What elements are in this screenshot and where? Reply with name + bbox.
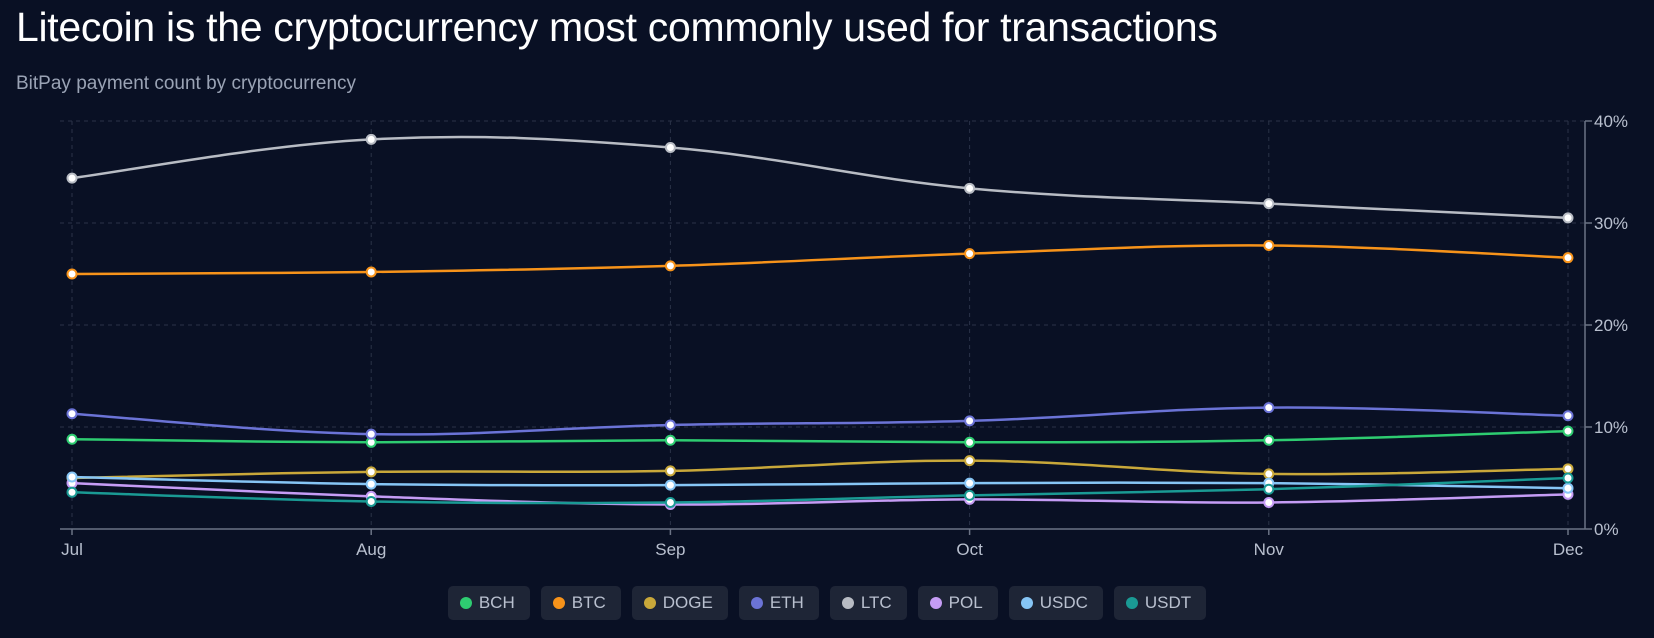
data-point-doge-2 <box>664 465 676 477</box>
data-point-doge-1 <box>365 466 377 478</box>
data-point-doge-3 <box>964 455 976 467</box>
data-point-usdc-2 <box>664 479 676 491</box>
series-line-usdt <box>70 476 1570 505</box>
legend-dot-ltc <box>841 597 854 609</box>
data-point-usdc-3 <box>964 477 976 489</box>
page-subtitle: BitPay payment count by cryptocurrency <box>16 73 357 94</box>
legend-item-pol[interactable]: POL <box>917 586 998 620</box>
legend-item-usdt[interactable]: USDT <box>1113 586 1207 620</box>
data-point-eth-1 <box>365 428 377 440</box>
page-title: Litecoin is the cryptocurrency most comm… <box>16 4 1218 50</box>
y-tick-label-0: 0% <box>1594 520 1619 539</box>
data-point-bch-5 <box>1562 425 1574 437</box>
data-point-eth-2 <box>664 419 676 431</box>
x-tick-label-3: Oct <box>956 540 983 559</box>
series-line-doge <box>70 459 1570 480</box>
x-tick-label-2: Sep <box>655 540 685 559</box>
legend-label-eth: ETH <box>769 593 804 612</box>
y-tick-label-2: 20% <box>1594 316 1628 335</box>
data-point-ltc-5 <box>1562 212 1574 224</box>
legend-label-ltc: LTC <box>860 593 892 612</box>
data-point-eth-3 <box>964 415 976 427</box>
y-tick-label-1: 10% <box>1594 418 1628 437</box>
y-tick-label-4: 40% <box>1594 112 1628 131</box>
series-line-eth <box>70 406 1570 436</box>
data-point-usdc-5 <box>1562 482 1574 494</box>
data-point-bch-3 <box>964 436 976 448</box>
data-point-eth-0 <box>66 408 78 420</box>
legend-dot-bch <box>459 597 472 609</box>
legend-dot-pol <box>929 597 942 609</box>
legend-label-bch: BCH <box>478 593 515 612</box>
legend-label-usdt: USDT <box>1144 593 1192 612</box>
legend-dot-doge <box>643 597 656 609</box>
data-point-bch-4 <box>1263 434 1275 446</box>
line-chart: 0% 10% 20% 30% 40% Jul Aug Sep Oct Nov Dec <box>60 112 1628 559</box>
data-point-usdc-0 <box>66 471 78 483</box>
data-point-usdc-1 <box>365 478 377 490</box>
x-tick-label-0: Jul <box>61 540 83 559</box>
data-point-ltc-4 <box>1263 198 1275 210</box>
series-line-pol <box>70 481 1570 506</box>
series-line-btc <box>70 244 1570 276</box>
data-point-usdt-2 <box>664 496 676 508</box>
data-point-bch-0 <box>66 433 78 445</box>
legend-dot-eth <box>750 597 763 609</box>
x-tick-label-5: Dec <box>1553 540 1584 559</box>
x-tick-label-1: Aug <box>356 540 386 559</box>
data-point-btc-2 <box>664 260 676 272</box>
series-line-ltc <box>70 135 1570 220</box>
legend-dot-usdt <box>1125 597 1138 609</box>
legend-dot-btc <box>552 597 565 609</box>
chart-legend: BCH BTC DOGE ETH LTC POL USDC USDT <box>0 586 1654 620</box>
legend-label-doge: DOGE <box>662 593 713 612</box>
legend-label-btc: BTC <box>571 593 606 612</box>
data-point-bch-2 <box>664 434 676 446</box>
data-point-eth-5 <box>1562 410 1574 422</box>
data-point-pol-4 <box>1263 496 1275 508</box>
data-point-doge-5 <box>1562 463 1574 475</box>
data-point-usdt-5 <box>1562 472 1574 484</box>
legend-item-bch[interactable]: BCH <box>447 586 530 620</box>
legend-label-pol: POL <box>948 593 983 612</box>
data-point-usdt-4 <box>1263 483 1275 495</box>
data-point-btc-4 <box>1263 239 1275 251</box>
data-point-doge-4 <box>1263 468 1275 480</box>
legend-item-usdc[interactable]: USDC <box>1008 586 1103 620</box>
legend-item-eth[interactable]: ETH <box>738 586 819 620</box>
data-point-btc-0 <box>66 268 78 280</box>
data-point-usdt-1 <box>365 495 377 507</box>
data-point-ltc-2 <box>664 142 676 154</box>
data-point-ltc-0 <box>66 172 78 184</box>
data-point-usdt-3 <box>964 489 976 501</box>
legend-dot-usdc <box>1020 597 1033 609</box>
data-point-btc-5 <box>1562 252 1574 264</box>
legend-label-usdc: USDC <box>1039 593 1088 612</box>
series-line-bch <box>70 429 1570 444</box>
data-point-btc-3 <box>964 248 976 260</box>
data-point-ltc-3 <box>964 182 976 194</box>
legend-item-btc[interactable]: BTC <box>540 586 621 620</box>
data-point-usdt-0 <box>66 486 78 498</box>
x-tick-label-4: Nov <box>1254 540 1285 559</box>
data-point-btc-1 <box>365 266 377 278</box>
data-point-ltc-1 <box>365 133 377 145</box>
y-tick-label-3: 30% <box>1594 214 1628 233</box>
series-line-usdc <box>70 475 1570 490</box>
data-point-eth-4 <box>1263 402 1275 414</box>
legend-item-ltc[interactable]: LTC <box>829 586 907 620</box>
legend-item-doge[interactable]: DOGE <box>631 586 728 620</box>
